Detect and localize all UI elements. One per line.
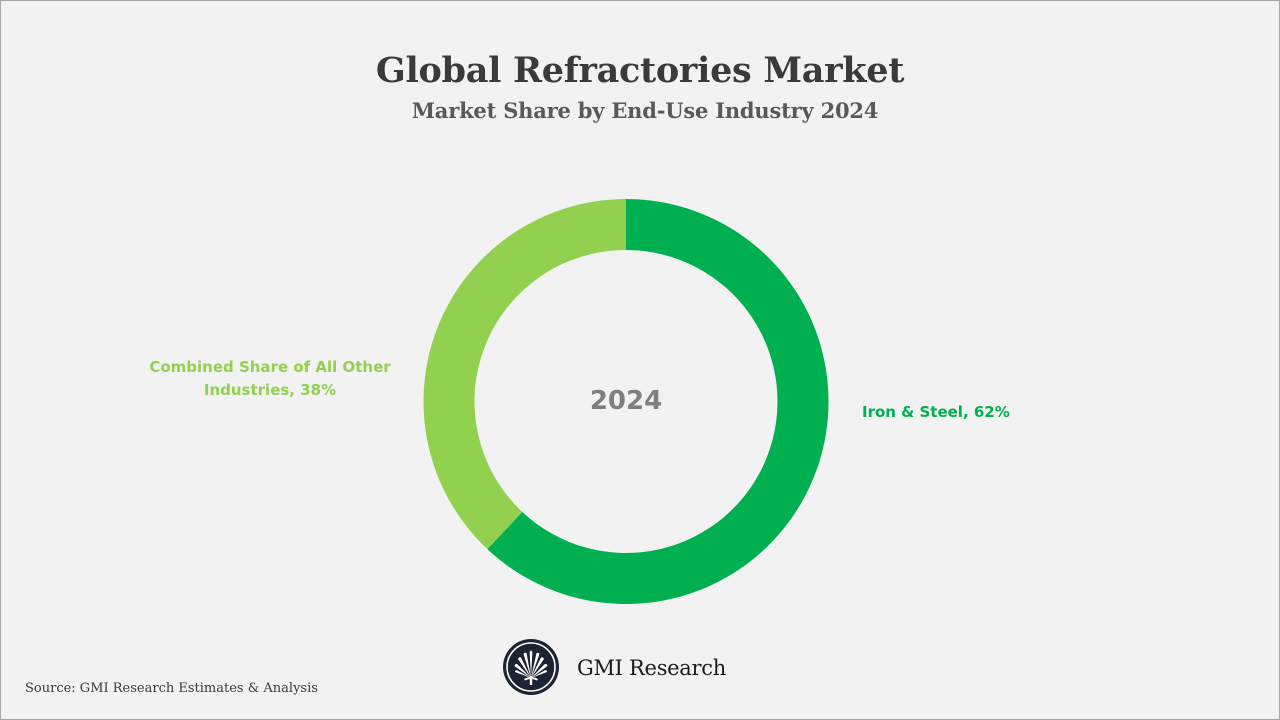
gmi-logo-icon xyxy=(503,639,559,695)
donut-slice-iron-steel xyxy=(487,199,829,604)
brand-name: GMI Research xyxy=(577,656,726,680)
donut-center-label: 2024 xyxy=(589,386,663,416)
source-note: Source: GMI Research Estimates & Analysi… xyxy=(25,681,318,696)
donut-slice-combined-share-of-all-other-industries xyxy=(423,199,626,550)
data-label-iron-steel: Iron & Steel, 62% xyxy=(862,403,1010,421)
data-label-other-industries: Combined Share of All Other Industries, … xyxy=(149,358,391,399)
chart-title: Global Refractories Market xyxy=(375,50,905,91)
donut-slices xyxy=(423,199,829,604)
chart-subtitle: Market Share by End-Use Industry 2024 xyxy=(411,98,879,123)
